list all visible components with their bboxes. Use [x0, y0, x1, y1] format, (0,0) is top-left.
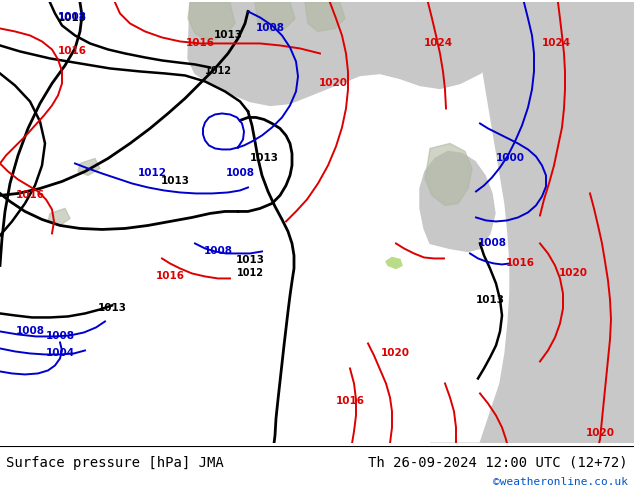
Text: 1008: 1008: [204, 246, 233, 256]
Text: 1008: 1008: [58, 12, 86, 23]
Text: 1016: 1016: [58, 47, 86, 56]
Polygon shape: [480, 2, 634, 443]
Text: 1008: 1008: [477, 239, 507, 248]
Text: Surface pressure [hPa] JMA: Surface pressure [hPa] JMA: [6, 456, 224, 469]
Polygon shape: [78, 158, 100, 175]
Text: 1008: 1008: [15, 326, 44, 337]
Text: 1024: 1024: [541, 38, 571, 49]
Text: 1013: 1013: [476, 295, 505, 305]
Polygon shape: [386, 257, 402, 269]
Text: 1016: 1016: [15, 191, 44, 200]
Text: 1013: 1013: [250, 153, 278, 164]
Text: 1024: 1024: [424, 38, 453, 49]
Text: 1013: 1013: [235, 255, 264, 266]
Polygon shape: [425, 144, 472, 205]
Polygon shape: [305, 2, 345, 31]
Text: 1020: 1020: [586, 428, 614, 439]
Text: 1016: 1016: [155, 271, 184, 281]
Text: ©weatheronline.co.uk: ©weatheronline.co.uk: [493, 477, 628, 487]
Text: 1000: 1000: [496, 153, 524, 164]
Text: 1013: 1013: [160, 176, 190, 187]
Text: 1012: 1012: [205, 67, 231, 76]
Polygon shape: [420, 151, 495, 251]
Polygon shape: [188, 2, 235, 42]
Text: 1004: 1004: [46, 348, 75, 359]
Polygon shape: [430, 294, 634, 443]
Text: 1016: 1016: [186, 38, 214, 49]
Text: 1020: 1020: [318, 78, 347, 89]
Text: 1008: 1008: [256, 24, 285, 33]
Polygon shape: [255, 2, 295, 31]
Text: 1016: 1016: [505, 258, 534, 269]
Text: 1013: 1013: [214, 30, 242, 41]
Text: 1020: 1020: [380, 348, 410, 359]
Text: Th 26-09-2024 12:00 UTC (12+72): Th 26-09-2024 12:00 UTC (12+72): [368, 456, 628, 469]
Text: 1012: 1012: [138, 169, 167, 178]
Text: 1016: 1016: [335, 396, 365, 406]
Text: 1020: 1020: [559, 269, 588, 278]
Text: 1013: 1013: [58, 13, 86, 24]
Text: 1008: 1008: [226, 169, 254, 178]
Text: 1013: 1013: [98, 303, 127, 314]
Text: 1008: 1008: [46, 331, 75, 342]
Polygon shape: [188, 2, 634, 105]
Text: 1012: 1012: [236, 269, 264, 278]
Polygon shape: [48, 208, 70, 225]
